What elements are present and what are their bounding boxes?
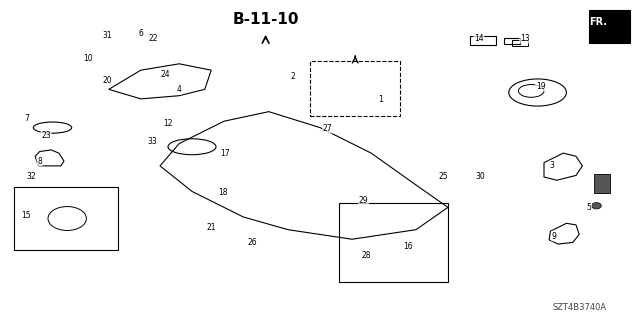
Text: 7: 7 [24, 114, 29, 123]
Text: 6: 6 [138, 29, 143, 38]
Text: 29: 29 [358, 197, 369, 205]
Text: 24: 24 [160, 70, 170, 78]
Text: 28: 28 [362, 251, 371, 260]
Ellipse shape [592, 203, 602, 209]
Text: 31: 31 [102, 31, 113, 40]
Bar [310, 61, 400, 116]
Bar [504, 38, 520, 44]
Text: 22: 22 [149, 34, 158, 43]
Text: 9: 9 [552, 232, 557, 241]
Bar [594, 174, 610, 193]
Text: 18: 18 [218, 188, 227, 197]
Text: 33: 33 [147, 137, 157, 146]
Text: FR.: FR. [589, 17, 607, 27]
Text: 12: 12 [163, 119, 172, 128]
Text: 27: 27 [323, 124, 333, 133]
Text: 2: 2 [290, 72, 295, 81]
Text: 25: 25 [438, 172, 448, 181]
Bar [512, 40, 528, 46]
Text: SZT4B3740A: SZT4B3740A [552, 303, 606, 312]
Text: 14: 14 [474, 34, 484, 43]
Text: 13: 13 [520, 34, 530, 43]
Text: 10: 10 [83, 54, 93, 63]
Text: 26: 26 [248, 238, 258, 247]
Text: 32: 32 [26, 172, 36, 181]
Text: 21: 21 [207, 223, 216, 232]
Text: 16: 16 [403, 242, 413, 251]
Text: 8: 8 [37, 157, 42, 166]
Bar [339, 203, 448, 282]
Text: 20: 20 [102, 76, 113, 85]
Text: 15: 15 [20, 211, 31, 220]
Bar [589, 10, 630, 43]
Text: B-11-10: B-11-10 [232, 11, 299, 27]
Bar [14, 187, 118, 250]
Text: 23: 23 [41, 131, 51, 140]
Text: 4: 4 [177, 85, 182, 94]
Text: 30: 30 [475, 172, 485, 181]
Text: 19: 19 [536, 82, 546, 91]
Text: 1: 1 [378, 95, 383, 104]
Text: 5: 5 [586, 204, 591, 212]
Text: 3: 3 [549, 161, 554, 170]
Bar [470, 36, 496, 45]
Text: 17: 17 [220, 149, 230, 158]
